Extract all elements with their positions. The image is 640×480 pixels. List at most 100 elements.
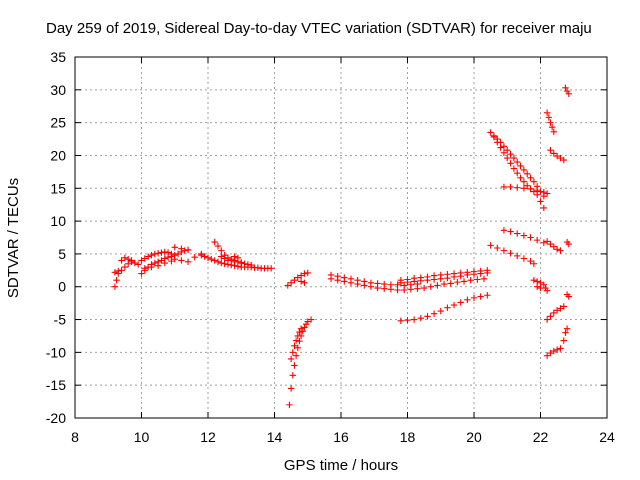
x-tick-label: 18 [400, 429, 416, 445]
data-point [560, 156, 567, 164]
data-point [414, 285, 421, 292]
grid [75, 57, 607, 418]
data-point [510, 165, 518, 172]
data-point [301, 270, 308, 277]
data-point [500, 227, 508, 234]
data-point [231, 253, 238, 260]
data-point [514, 158, 521, 166]
data-point [417, 277, 424, 285]
data-point [218, 253, 225, 260]
chart-title: Day 259 of 2019, Sidereal Day-to-day VTE… [46, 20, 592, 37]
data-point [537, 198, 544, 205]
data-point [470, 294, 478, 302]
data-point [550, 347, 557, 355]
data-point [141, 265, 149, 272]
data-point [507, 183, 514, 191]
data-point [444, 304, 451, 311]
data-point [121, 263, 129, 271]
data-point [487, 129, 494, 136]
data-point [367, 283, 375, 290]
data-point [410, 278, 418, 285]
data-point [514, 184, 521, 191]
data-point [244, 261, 252, 268]
data-point [267, 265, 275, 272]
data-point [400, 286, 408, 294]
data-point [543, 190, 551, 197]
data-point [138, 257, 145, 264]
data-point [397, 279, 405, 286]
data-point [565, 90, 572, 97]
x-tick-label: 16 [333, 429, 349, 445]
data-point [228, 255, 235, 263]
data-point [553, 307, 561, 314]
data-point [540, 281, 548, 288]
data-point [171, 255, 178, 263]
data-point [550, 128, 557, 136]
data-point [407, 286, 415, 293]
data-point [547, 349, 554, 357]
data-point [118, 267, 125, 274]
y-tick-label: -15 [46, 377, 66, 393]
data-point [430, 276, 438, 283]
data-point [563, 325, 571, 332]
data-point [507, 250, 514, 257]
data-point [500, 183, 508, 191]
data-point [208, 255, 215, 263]
data-point [374, 284, 381, 292]
data-point [238, 259, 245, 266]
data-point [517, 174, 524, 181]
data-point [434, 282, 441, 289]
data-point [562, 84, 569, 92]
data-point [553, 246, 561, 253]
data-point [527, 257, 534, 265]
data-point [294, 274, 301, 281]
data-point [507, 228, 514, 235]
y-tick-label: 35 [50, 49, 66, 65]
data-point [504, 154, 511, 162]
data-point [500, 143, 508, 150]
data-point [297, 272, 305, 279]
data-point [553, 346, 561, 353]
x-tick-label: 12 [200, 429, 216, 445]
data-point [410, 316, 418, 323]
data-point [500, 149, 508, 157]
data-point [154, 262, 162, 269]
data-point [550, 243, 557, 250]
data-point [550, 309, 557, 317]
data-point [181, 247, 188, 254]
data-point [184, 258, 192, 265]
data-point [547, 240, 554, 248]
data-point [494, 244, 501, 252]
data-point [474, 276, 481, 283]
y-tick-label: -10 [46, 344, 66, 360]
data-point [138, 270, 145, 277]
data-points [111, 84, 572, 409]
data-point [164, 249, 172, 256]
data-point [397, 317, 405, 325]
data-point [450, 273, 458, 281]
data-point [287, 355, 295, 363]
data-point [447, 280, 454, 287]
data-point [533, 187, 541, 194]
data-point [545, 114, 553, 121]
data-point [211, 257, 218, 264]
data-point [547, 119, 554, 126]
data-point [530, 260, 538, 267]
data-point [444, 274, 451, 282]
data-point [557, 247, 564, 254]
data-point [168, 250, 175, 258]
data-point [125, 255, 132, 263]
data-point [530, 188, 538, 195]
data-point [304, 318, 311, 325]
data-point [354, 280, 361, 288]
data-point [487, 242, 494, 249]
data-point [565, 240, 572, 248]
data-point [548, 124, 556, 131]
data-point [361, 282, 368, 289]
data-point [161, 259, 168, 267]
data-point [560, 337, 567, 344]
data-point [547, 313, 554, 320]
data-point [507, 160, 514, 167]
data-point [218, 259, 225, 267]
data-point [289, 372, 296, 379]
